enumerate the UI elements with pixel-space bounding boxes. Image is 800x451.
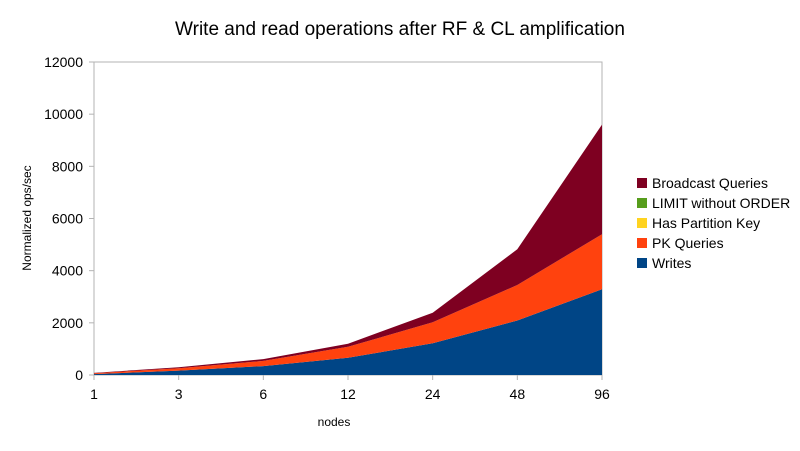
y-tick-label: 0	[75, 367, 83, 383]
x-tick-label: 3	[175, 386, 183, 402]
y-tick-label: 6000	[52, 211, 83, 227]
x-tick-label: 1	[90, 386, 98, 402]
legend-label-limit-without-order: LIMIT without ORDER	[652, 195, 790, 211]
y-tick-label: 8000	[52, 158, 83, 174]
legend: Broadcast Queries LIMIT without ORDER Has …	[637, 175, 790, 271]
legend-label-pk-queries: PK Queries	[652, 235, 724, 251]
x-tick-label: 24	[425, 386, 441, 402]
x-tick-label: 12	[340, 386, 356, 402]
legend-label-has-partition-key: Has Partition Key	[652, 215, 760, 231]
legend-swatch-has-partition-key	[637, 218, 647, 228]
legend-swatch-limit-without-order	[637, 198, 647, 208]
y-axis-title: Normalized ops/sec	[20, 165, 34, 270]
area-pk-queries	[94, 234, 602, 375]
area-writes	[94, 289, 602, 375]
legend-label-broadcast-queries: Broadcast Queries	[652, 175, 768, 191]
x-tick-label: 6	[259, 386, 267, 402]
y-tick-label: 2000	[52, 315, 83, 331]
legend-swatch-writes	[637, 258, 647, 268]
plot-area: 0 2000 4000 6000 8000 10000 12000 1 3 6 12 24 48 96	[44, 54, 610, 402]
legend-swatch-pk-queries	[637, 238, 647, 248]
x-tick-label: 96	[594, 386, 610, 402]
y-tick-label: 12000	[44, 54, 83, 70]
legend-swatch-broadcast-queries	[637, 178, 647, 188]
y-tick-label: 10000	[44, 106, 83, 122]
chart-title: Write and read operations after RF & CL …	[175, 19, 625, 40]
x-tick-label: 48	[510, 386, 526, 402]
y-tick-label: 4000	[52, 263, 83, 279]
x-axis-title: nodes	[318, 415, 351, 429]
legend-label-writes: Writes	[652, 255, 691, 271]
